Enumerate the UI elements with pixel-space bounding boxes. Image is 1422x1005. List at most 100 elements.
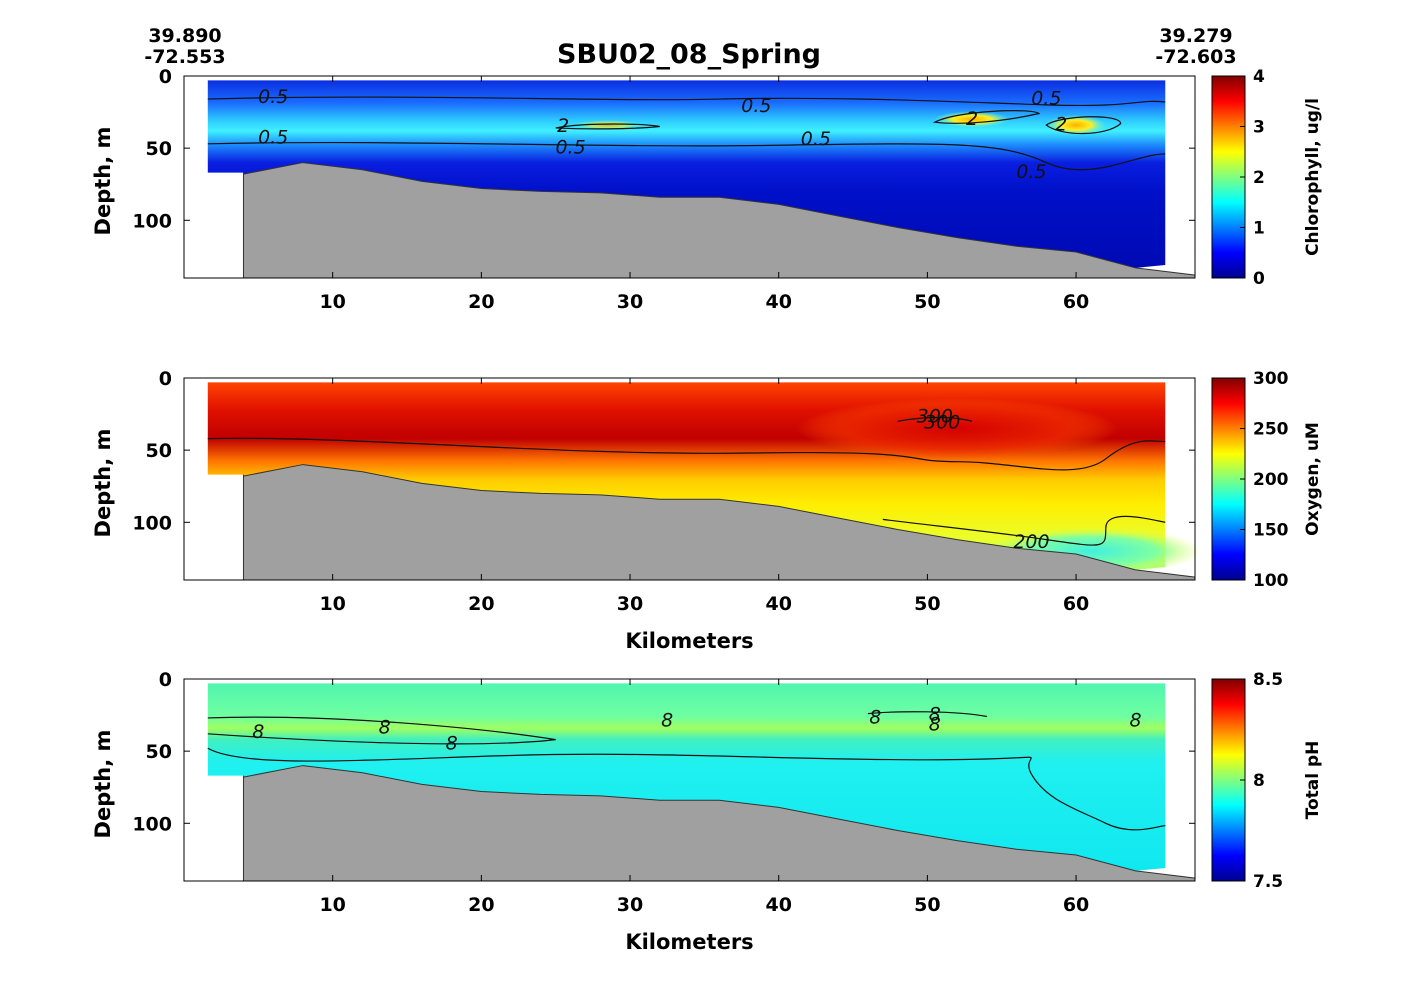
y-axis-label: Depth, m bbox=[91, 429, 115, 538]
oxygen-high-patch bbox=[797, 398, 1118, 459]
colorbar-tick-label: 8.5 bbox=[1253, 670, 1283, 690]
plot-frame bbox=[183, 377, 1196, 581]
x-tick-label: 60 bbox=[1063, 894, 1089, 916]
end-latitude: 39.279 bbox=[1159, 25, 1232, 47]
x-tick-label: 60 bbox=[1063, 291, 1089, 313]
x-axis-label: Kilometers bbox=[625, 629, 753, 653]
y-axis-label: Depth, m bbox=[91, 730, 115, 839]
y-tick-label: 0 bbox=[159, 368, 172, 390]
y-tick-label: 50 bbox=[146, 440, 172, 462]
contour-line bbox=[555, 123, 660, 130]
colorbar-tick-label: 250 bbox=[1253, 420, 1289, 440]
contour-line bbox=[1045, 116, 1122, 135]
y-axis-label: Depth, m bbox=[91, 127, 115, 236]
seafloor bbox=[242, 765, 1196, 882]
colorbar-tick-label: 150 bbox=[1253, 521, 1289, 541]
seafloor bbox=[242, 162, 1196, 279]
colorbar-tick-label: 4 bbox=[1253, 67, 1265, 87]
contour-label: 8 bbox=[1129, 709, 1141, 731]
contour-label: 0.5 bbox=[555, 137, 585, 159]
contour-label: 300 bbox=[917, 406, 953, 428]
plot-frame bbox=[183, 75, 1196, 279]
contour-label: 300 bbox=[924, 411, 960, 433]
x-tick-label: 10 bbox=[319, 894, 345, 916]
contour-label: 200 bbox=[1013, 531, 1049, 553]
contour-line bbox=[882, 515, 1166, 546]
contour-line bbox=[867, 711, 987, 718]
colorbar bbox=[1211, 678, 1246, 882]
x-tick-label: 50 bbox=[914, 894, 940, 916]
x-axis-label: Kilometers bbox=[625, 930, 753, 954]
contour-line bbox=[207, 716, 556, 745]
y-tick-label: 100 bbox=[132, 813, 172, 835]
contour-label: 0.5 bbox=[801, 128, 831, 150]
x-tick-label: 60 bbox=[1063, 593, 1089, 615]
contour-label: 0.5 bbox=[741, 95, 771, 117]
colorbar-tick-label: 2 bbox=[1253, 168, 1265, 188]
contour-label: 8 bbox=[661, 709, 673, 731]
figure-title: SBU02_08_Spring bbox=[557, 39, 821, 70]
x-tick-label: 30 bbox=[617, 593, 643, 615]
contour-label: 8 bbox=[446, 732, 458, 754]
seafloor bbox=[242, 464, 1196, 581]
x-tick-label: 10 bbox=[319, 593, 345, 615]
y-tick-label: 0 bbox=[159, 669, 172, 691]
contour-label: 0.5 bbox=[1031, 88, 1061, 110]
y-tick-label: 50 bbox=[146, 741, 172, 763]
end-longitude: -72.603 bbox=[1155, 46, 1236, 68]
colorbar-tick-label: 3 bbox=[1253, 118, 1265, 138]
x-tick-label: 40 bbox=[765, 894, 791, 916]
contour-line bbox=[207, 437, 1166, 471]
contour-label: 0.5 bbox=[1016, 161, 1046, 183]
contour-label: 8 bbox=[929, 714, 941, 736]
colorbar-tick-label: 8 bbox=[1253, 771, 1265, 791]
contour-label: 8 bbox=[869, 707, 881, 729]
x-tick-label: 50 bbox=[914, 291, 940, 313]
colorbar-tick-label: 1 bbox=[1253, 219, 1265, 239]
x-tick-label: 50 bbox=[914, 593, 940, 615]
y-tick-label: 100 bbox=[132, 512, 172, 534]
colorbar-label: Chlorophyll, ug/l bbox=[1303, 98, 1323, 256]
x-tick-label: 40 bbox=[765, 593, 791, 615]
panel-chlorophyll: 0.50.520.50.50.520.520.510 20 30 40 50 600501… bbox=[91, 66, 1323, 313]
y-tick-label: 0 bbox=[159, 66, 172, 88]
contour-line bbox=[897, 416, 973, 422]
colorbar-tick-label: 100 bbox=[1253, 571, 1289, 591]
y-tick-label: 50 bbox=[146, 138, 172, 160]
contour-label: 0.5 bbox=[258, 127, 288, 149]
start-latitude: 39.890 bbox=[148, 25, 221, 47]
contour-label: 8 bbox=[252, 721, 264, 743]
colorbar-tick-label: 0 bbox=[1253, 269, 1265, 289]
x-tick-label: 20 bbox=[468, 593, 494, 615]
x-tick-label: 30 bbox=[617, 291, 643, 313]
contour-label: 2 bbox=[966, 108, 978, 130]
start-longitude: -72.553 bbox=[144, 46, 225, 68]
contour-label: 2 bbox=[1055, 114, 1067, 136]
plot-frame bbox=[183, 678, 1196, 882]
contour-label: 8 bbox=[929, 704, 941, 726]
contour-line bbox=[207, 747, 1166, 831]
x-tick-label: 20 bbox=[468, 291, 494, 313]
contour-line bbox=[932, 110, 1041, 124]
colorbar-label: Oxygen, uM bbox=[1303, 422, 1323, 536]
y-tick-label: 100 bbox=[132, 210, 172, 232]
x-tick-label: 10 bbox=[319, 291, 345, 313]
colorbar-tick-label: 300 bbox=[1253, 369, 1289, 389]
x-tick-label: 20 bbox=[468, 894, 494, 916]
colorbar-label: Total pH bbox=[1303, 741, 1323, 820]
x-tick-label: 30 bbox=[617, 894, 643, 916]
x-tick-label: 40 bbox=[765, 291, 791, 313]
section-field bbox=[207, 80, 1166, 268]
contour-label: 8 bbox=[379, 717, 391, 739]
colorbar-tick-label: 7.5 bbox=[1253, 872, 1283, 892]
contour-line bbox=[207, 96, 1166, 107]
contour-label: 0.5 bbox=[258, 86, 288, 108]
contour-line bbox=[207, 141, 1166, 171]
colorbar-tick-label: 200 bbox=[1253, 470, 1289, 490]
chlorophyll-maximum-patch bbox=[571, 120, 644, 131]
contour-label: 2 bbox=[557, 115, 569, 137]
section-field bbox=[207, 683, 1166, 871]
